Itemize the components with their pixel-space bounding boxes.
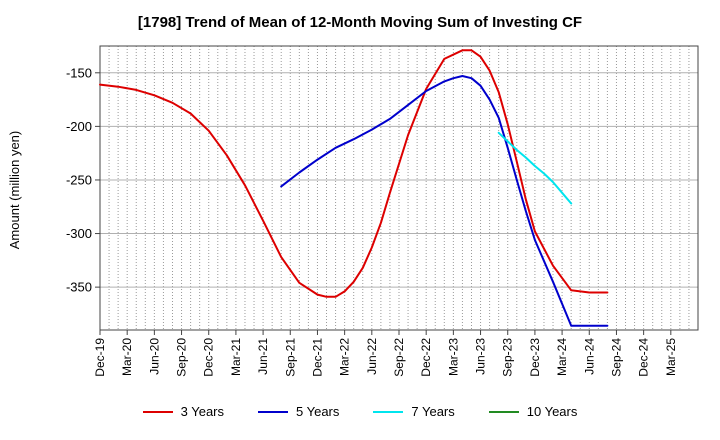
- x-tick-label: Sep-24: [609, 338, 623, 377]
- x-tick-label: Dec-20: [202, 338, 216, 377]
- chart-title: [1798] Trend of Mean of 12-Month Moving …: [137, 14, 583, 31]
- x-tick-label: Mar-21: [229, 338, 243, 376]
- legend-label: 7 Years: [411, 404, 455, 419]
- y-axis: -150 -200 -250 -300 -350: [66, 65, 100, 295]
- x-tick-label: Mar-23: [446, 338, 460, 376]
- x-axis: Dec-19 Mar-20 Jun-20 Sep-20 Dec-20 Mar-21 Jun-…: [93, 330, 678, 377]
- x-tick-label: Dec-21: [310, 338, 324, 377]
- y-tick-label: -150: [66, 65, 92, 80]
- x-tick-label: Jun-20: [147, 338, 161, 375]
- x-tick-label: Jun-21: [256, 338, 270, 375]
- legend-item: 10 Years: [488, 404, 578, 419]
- x-tick-label: Sep-20: [175, 338, 189, 377]
- x-tick-label: Jun-22: [365, 338, 379, 375]
- legend-swatch: [488, 410, 519, 413]
- y-tick-label: -300: [66, 226, 92, 241]
- x-tick-label: Sep-23: [501, 338, 515, 377]
- grid-layer: [100, 46, 698, 330]
- x-tick-label: Dec-23: [528, 338, 542, 377]
- x-tick-label: Sep-22: [392, 338, 406, 377]
- legend-swatch: [258, 410, 288, 413]
- x-tick-label: Jun-24: [582, 338, 596, 375]
- x-tick-label: Dec-22: [419, 338, 433, 377]
- x-tick-label: Mar-22: [338, 338, 352, 376]
- y-tick-label: -200: [66, 119, 92, 134]
- legend: 3 Years 5 Years 7 Years 10 Years: [0, 404, 720, 419]
- legend-label: 3 Years: [180, 404, 224, 419]
- series-line-3-years: [99, 49, 609, 298]
- legend-label: 5 Years: [296, 404, 340, 419]
- x-tick-label: Dec-19: [93, 338, 107, 377]
- legend-item: 5 Years: [258, 404, 339, 419]
- legend-swatch: [373, 410, 404, 413]
- y-tick-label: -250: [66, 172, 92, 187]
- legend-item: 7 Years: [373, 404, 455, 419]
- series-layer: [99, 49, 609, 327]
- y-axis-label: Amount (million yen): [7, 131, 22, 250]
- x-tick-label: Mar-24: [555, 338, 569, 376]
- legend-item: 3 Years: [142, 404, 224, 419]
- series-line-5-years: [280, 75, 609, 327]
- x-tick-label: Mar-20: [120, 338, 134, 376]
- x-tick-label: Jun-23: [474, 338, 488, 375]
- legend-swatch: [142, 410, 173, 413]
- y-tick-label: -350: [66, 280, 92, 295]
- series-line-7-years: [497, 131, 573, 205]
- x-tick-label: Sep-21: [283, 338, 297, 377]
- legend-label: 10 Years: [526, 404, 578, 419]
- x-tick-label: Mar-25: [664, 338, 678, 376]
- x-tick-label: Dec-24: [637, 338, 651, 377]
